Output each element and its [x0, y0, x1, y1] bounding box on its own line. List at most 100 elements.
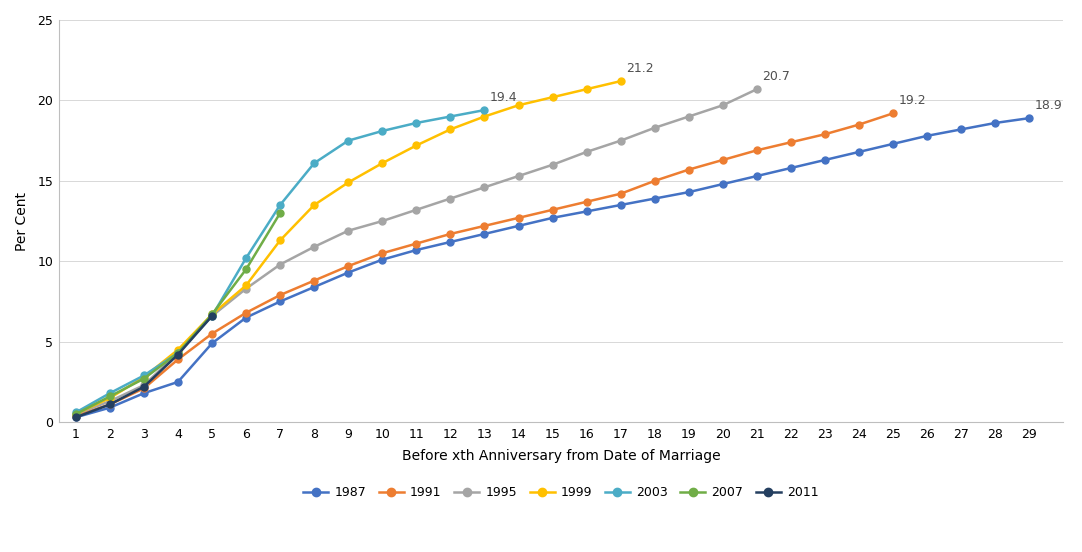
1987	[615, 201, 628, 208]
1987	[69, 414, 82, 421]
1991	[546, 206, 559, 213]
Text: 21.2: 21.2	[625, 62, 654, 75]
1991	[206, 330, 219, 337]
2011	[104, 401, 117, 408]
Line: 1987: 1987	[72, 115, 1033, 421]
1995	[444, 195, 457, 202]
1995	[615, 137, 628, 144]
Line: 1991: 1991	[72, 110, 897, 419]
2011	[206, 312, 219, 319]
1995	[239, 285, 252, 292]
2003	[478, 107, 491, 113]
1987	[683, 189, 696, 195]
1991	[615, 190, 628, 197]
1995	[580, 148, 593, 155]
1991	[648, 178, 661, 184]
2003	[274, 201, 287, 208]
1995	[307, 243, 320, 250]
2003	[239, 255, 252, 262]
1987	[104, 405, 117, 411]
1987	[444, 238, 457, 245]
1987	[512, 222, 525, 229]
1991	[853, 121, 866, 128]
1991	[410, 240, 423, 247]
1999	[375, 160, 388, 167]
1987	[375, 256, 388, 263]
1987	[989, 120, 1002, 126]
1995	[512, 173, 525, 179]
1987	[171, 379, 184, 385]
1987	[751, 173, 764, 179]
1991	[239, 310, 252, 316]
1999	[478, 113, 491, 120]
1987	[648, 195, 661, 202]
1991	[137, 385, 150, 392]
1987	[886, 141, 899, 147]
1991	[886, 110, 899, 116]
1995	[546, 161, 559, 168]
1991	[512, 215, 525, 221]
1999	[615, 78, 628, 84]
1995	[274, 261, 287, 268]
1991	[307, 277, 320, 284]
1991	[478, 222, 491, 229]
1987	[818, 157, 831, 163]
1991	[580, 199, 593, 205]
1999	[104, 395, 117, 401]
1995	[478, 184, 491, 190]
1999	[239, 282, 252, 289]
1999	[580, 86, 593, 93]
2003	[137, 372, 150, 379]
2003	[342, 137, 355, 144]
2003	[307, 160, 320, 167]
2007	[171, 349, 184, 356]
1991	[375, 250, 388, 257]
1995	[104, 398, 117, 405]
Text: 20.7: 20.7	[762, 70, 790, 83]
2003	[444, 113, 457, 120]
2007	[274, 210, 287, 216]
2003	[104, 390, 117, 396]
Text: 18.9: 18.9	[1034, 99, 1063, 112]
1991	[818, 131, 831, 137]
1995	[342, 227, 355, 234]
2003	[206, 312, 219, 319]
1987	[274, 298, 287, 305]
2007	[239, 266, 252, 273]
1995	[137, 382, 150, 389]
1999	[410, 142, 423, 149]
2003	[375, 128, 388, 134]
1987	[580, 208, 593, 215]
Legend: 1987, 1991, 1995, 1999, 2003, 2007, 2011: 1987, 1991, 1995, 1999, 2003, 2007, 2011	[299, 481, 823, 505]
Line: 2003: 2003	[72, 107, 488, 416]
2007	[69, 411, 82, 417]
2007	[104, 393, 117, 400]
1991	[683, 166, 696, 173]
1987	[546, 215, 559, 221]
1987	[716, 181, 729, 187]
Line: 1999: 1999	[72, 78, 624, 417]
2007	[137, 375, 150, 382]
1995	[648, 124, 661, 131]
1987	[1022, 115, 1035, 121]
1987	[478, 231, 491, 237]
Line: 1995: 1995	[72, 86, 761, 417]
1991	[716, 157, 729, 163]
1987	[921, 132, 934, 139]
Line: 2007: 2007	[72, 210, 283, 417]
1991	[444, 231, 457, 237]
1999	[307, 201, 320, 208]
Text: 19.2: 19.2	[898, 94, 926, 107]
X-axis label: Before xth Anniversary from Date of Marriage: Before xth Anniversary from Date of Marr…	[401, 449, 721, 463]
1991	[274, 292, 287, 299]
1987	[342, 269, 355, 276]
1995	[171, 349, 184, 356]
1987	[784, 164, 797, 171]
2011	[69, 414, 82, 421]
1999	[274, 237, 287, 243]
2007	[206, 311, 219, 318]
1991	[104, 401, 117, 408]
1987	[137, 390, 150, 396]
1999	[512, 102, 525, 109]
2003	[171, 349, 184, 356]
